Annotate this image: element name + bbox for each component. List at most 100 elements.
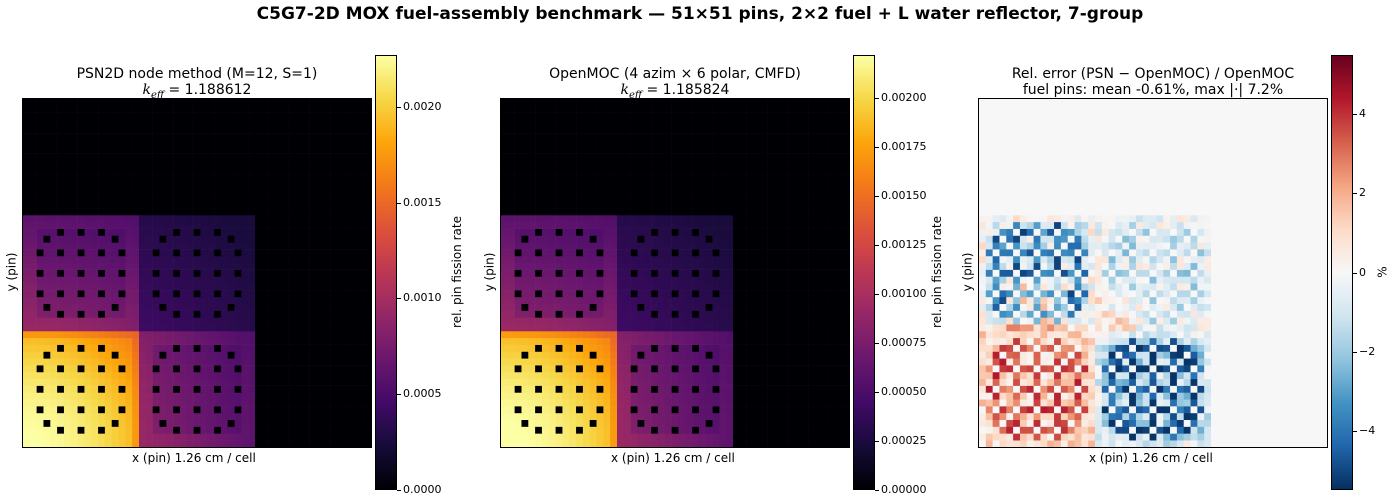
heatmap-cell [835, 242, 843, 250]
heatmap-cell [582, 406, 590, 414]
heatmap-cell [152, 378, 160, 386]
heatmap-cell [548, 385, 556, 393]
heatmap-cell [343, 180, 351, 188]
heatmap-cell [821, 412, 829, 420]
heatmap-cell [336, 378, 344, 386]
heatmap-cell [787, 385, 795, 393]
heatmap-cell [57, 426, 65, 434]
heatmap-cell [692, 419, 700, 427]
heatmap-cell [507, 358, 515, 366]
heatmap-cell [29, 351, 37, 359]
heatmap-cell [63, 133, 72, 141]
heatmap-cell [343, 126, 351, 134]
heatmap-cell [357, 235, 365, 243]
heatmap-cell [808, 160, 816, 168]
heatmap-cell [657, 399, 666, 407]
heatmap-cell [91, 419, 99, 427]
heatmap-cell [23, 337, 31, 345]
heatmap-cell [835, 296, 843, 304]
heatmap-cell [705, 365, 713, 373]
heatmap-cell [678, 440, 686, 447]
heatmap-cell [125, 133, 133, 141]
panel1-colorbar-tick-mark [397, 394, 401, 396]
heatmap-cell [125, 235, 133, 243]
heatmap-cell [767, 194, 775, 202]
heatmap-cell [357, 153, 365, 161]
heatmap-cell [173, 249, 181, 257]
heatmap-cell [562, 146, 570, 154]
heatmap-cell [186, 378, 194, 386]
heatmap-cell [692, 331, 700, 339]
heatmap-cell [821, 153, 829, 161]
heatmap-cell [698, 324, 706, 332]
heatmap-cell [323, 119, 331, 127]
heatmap-cell [248, 440, 256, 447]
heatmap-cell [36, 276, 44, 284]
heatmap-cell [316, 426, 324, 434]
heatmap-cell [733, 371, 741, 380]
heatmap-cell [637, 358, 645, 366]
heatmap-cell [678, 378, 686, 386]
heatmap-cell [98, 324, 106, 332]
heatmap-cell [507, 337, 515, 345]
heatmap-cell [36, 426, 44, 434]
heatmap-cell [719, 290, 727, 298]
heatmap-cell [255, 406, 263, 414]
heatmap-cell [569, 194, 577, 202]
heatmap-cell [773, 160, 782, 168]
heatmap-cell [343, 426, 351, 434]
heatmap-cell [651, 215, 659, 223]
heatmap-cell [501, 378, 509, 386]
heatmap-cell [698, 174, 706, 182]
heatmap-cell [214, 249, 222, 257]
heatmap-cell [98, 406, 106, 414]
heatmap-cell [739, 290, 747, 298]
heatmap-cell [828, 146, 836, 154]
heatmap-cell [623, 385, 631, 393]
heatmap-cell [726, 385, 734, 393]
heatmap-cell [678, 167, 686, 175]
heatmap-cell [733, 269, 741, 277]
heatmap-cell [746, 303, 754, 311]
heatmap-cell [569, 317, 577, 325]
heatmap-cell [179, 283, 188, 291]
heatmap-cell [773, 255, 782, 264]
heatmap-cell [207, 385, 215, 393]
heatmap-cell [173, 133, 181, 141]
heatmap-cell [739, 255, 747, 264]
heatmap-cell [330, 351, 338, 359]
heatmap-cell [132, 242, 140, 250]
heatmap-cell [152, 303, 160, 311]
heatmap-cell [617, 146, 625, 154]
heatmap-cell [43, 358, 51, 366]
heatmap-cell [528, 208, 536, 216]
heatmap-cell [596, 283, 604, 291]
heatmap-cell [166, 99, 174, 107]
heatmap-cell [125, 296, 133, 304]
heatmap-cell [780, 426, 788, 434]
heatmap-cell [166, 440, 174, 447]
heatmap-cell [842, 426, 849, 434]
heatmap-cell [309, 290, 317, 298]
heatmap-cell [623, 221, 631, 229]
heatmap-cell [139, 167, 147, 175]
heatmap-cell [200, 194, 208, 202]
heatmap-cell [152, 344, 160, 352]
heatmap-cell [248, 337, 256, 345]
heatmap-cell [364, 365, 371, 373]
heatmap-cell [562, 317, 570, 325]
heatmap-cell [514, 242, 522, 250]
heatmap-cell [357, 399, 365, 407]
heatmap-cell [842, 399, 849, 407]
heatmap-cell [630, 296, 638, 304]
heatmap-cell [43, 419, 51, 427]
heatmap-cell [70, 303, 78, 311]
heatmap-cell [698, 419, 706, 427]
heatmap-cell [637, 228, 645, 236]
heatmap-cell [746, 242, 754, 250]
heatmap-cell [548, 406, 556, 414]
heatmap-cell [576, 331, 584, 339]
heatmap-cell [678, 228, 686, 236]
heatmap-cell [698, 153, 706, 161]
heatmap-cell [705, 194, 713, 202]
